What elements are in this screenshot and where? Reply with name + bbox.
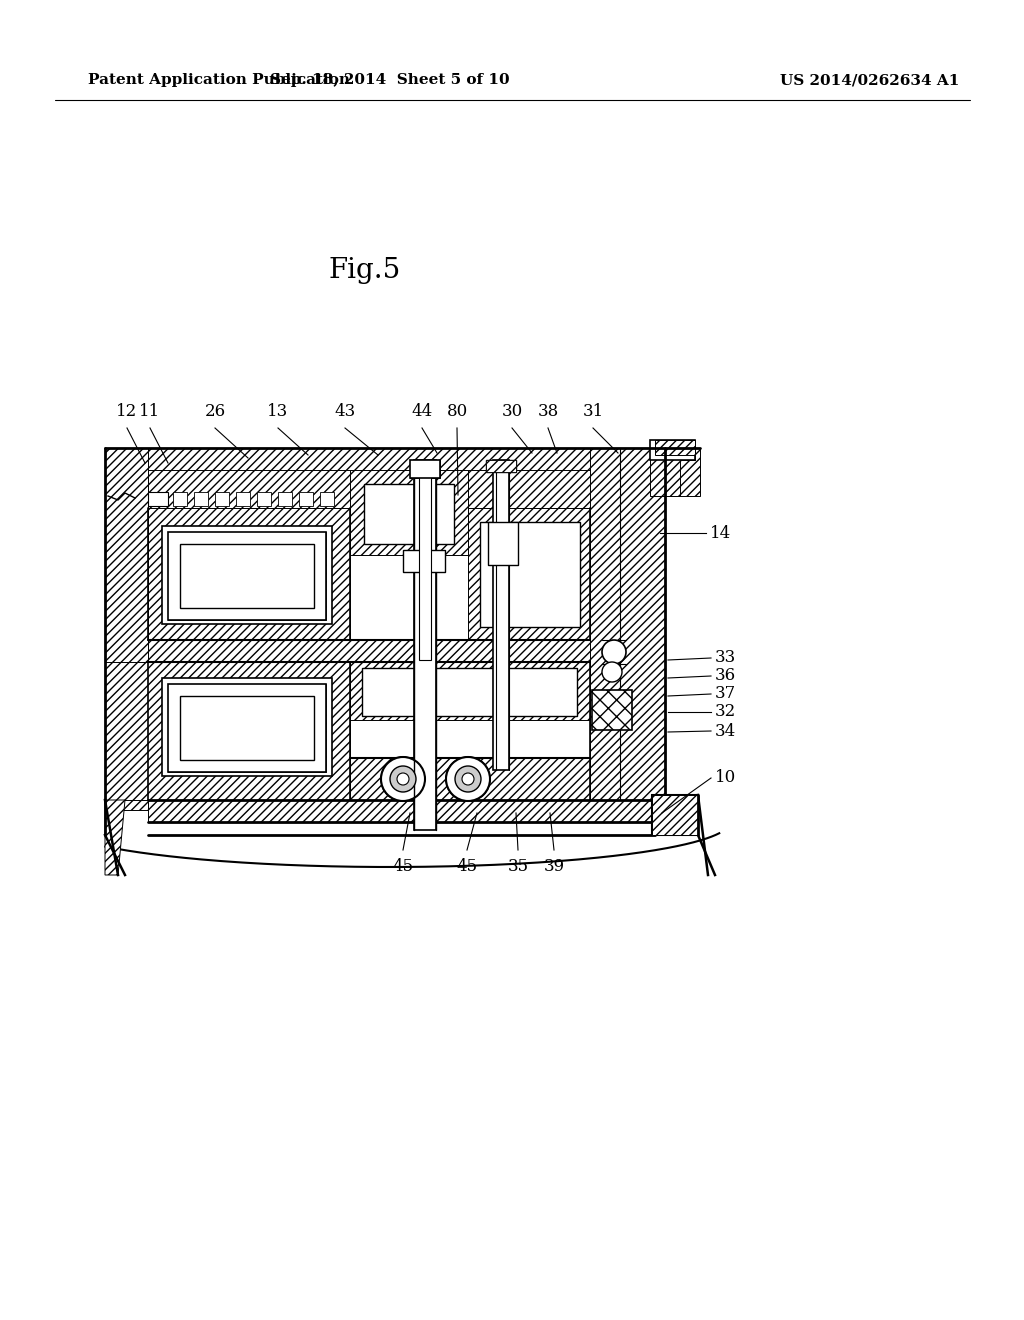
- Text: 26: 26: [205, 403, 225, 420]
- Text: 37: 37: [715, 685, 736, 702]
- Polygon shape: [403, 550, 445, 572]
- Polygon shape: [105, 447, 148, 810]
- Bar: [236, 492, 250, 506]
- Bar: [364, 484, 454, 544]
- Bar: [486, 459, 516, 473]
- Circle shape: [462, 774, 474, 785]
- Bar: [650, 440, 695, 459]
- Circle shape: [602, 640, 626, 664]
- Polygon shape: [350, 663, 590, 719]
- Polygon shape: [486, 459, 516, 473]
- Text: 11: 11: [139, 403, 161, 420]
- Text: Fig.5: Fig.5: [329, 256, 401, 284]
- Polygon shape: [590, 447, 665, 810]
- Text: 30: 30: [502, 403, 522, 420]
- Bar: [488, 521, 518, 565]
- Polygon shape: [652, 795, 698, 836]
- Text: 14: 14: [710, 524, 731, 541]
- Polygon shape: [148, 800, 660, 822]
- Text: 45: 45: [392, 858, 414, 875]
- Bar: [278, 492, 292, 506]
- Bar: [299, 492, 313, 506]
- Circle shape: [397, 774, 409, 785]
- Bar: [162, 525, 332, 624]
- Bar: [414, 459, 436, 830]
- Polygon shape: [410, 459, 440, 478]
- Bar: [592, 690, 632, 730]
- Text: 32: 32: [715, 704, 736, 721]
- Text: 35: 35: [508, 858, 528, 875]
- Bar: [215, 492, 229, 506]
- Circle shape: [455, 766, 481, 792]
- Bar: [652, 795, 698, 836]
- Bar: [180, 544, 314, 609]
- Text: 45: 45: [457, 858, 477, 875]
- Bar: [403, 550, 445, 572]
- Polygon shape: [168, 532, 326, 620]
- Text: 43: 43: [335, 403, 355, 420]
- Text: 80: 80: [446, 403, 468, 420]
- Bar: [168, 684, 326, 772]
- Circle shape: [381, 756, 425, 801]
- Text: 39: 39: [544, 858, 564, 875]
- Polygon shape: [105, 447, 700, 496]
- Text: 44: 44: [412, 403, 432, 420]
- Polygon shape: [652, 795, 698, 836]
- Text: 31: 31: [583, 403, 603, 420]
- Circle shape: [381, 756, 425, 801]
- Bar: [162, 678, 332, 776]
- Polygon shape: [488, 521, 518, 565]
- Circle shape: [602, 663, 622, 682]
- Bar: [173, 492, 187, 506]
- Bar: [319, 492, 334, 506]
- Polygon shape: [105, 663, 350, 800]
- Circle shape: [390, 766, 416, 792]
- Polygon shape: [468, 508, 590, 640]
- Polygon shape: [650, 440, 695, 496]
- Text: 36: 36: [715, 668, 736, 685]
- Bar: [410, 459, 440, 478]
- Bar: [419, 475, 431, 660]
- Polygon shape: [655, 440, 695, 455]
- Text: 13: 13: [267, 403, 289, 420]
- Bar: [362, 668, 577, 715]
- Circle shape: [446, 756, 490, 801]
- Bar: [493, 459, 509, 770]
- Circle shape: [446, 756, 490, 801]
- Polygon shape: [350, 470, 468, 554]
- Text: US 2014/0262634 A1: US 2014/0262634 A1: [780, 73, 959, 87]
- Bar: [180, 696, 314, 760]
- Polygon shape: [148, 470, 355, 508]
- Polygon shape: [148, 508, 350, 640]
- Polygon shape: [105, 800, 125, 875]
- Bar: [168, 532, 326, 620]
- Text: 12: 12: [117, 403, 137, 420]
- Polygon shape: [168, 684, 326, 772]
- Bar: [152, 492, 166, 506]
- Bar: [257, 492, 271, 506]
- Bar: [480, 521, 580, 627]
- Polygon shape: [148, 640, 590, 663]
- Text: Patent Application Publication: Patent Application Publication: [88, 73, 350, 87]
- Bar: [148, 492, 168, 506]
- Text: 33: 33: [715, 649, 736, 667]
- Polygon shape: [350, 758, 590, 800]
- Text: 10: 10: [715, 770, 736, 787]
- Bar: [194, 492, 208, 506]
- Polygon shape: [468, 470, 615, 508]
- Text: 38: 38: [538, 403, 559, 420]
- Text: 34: 34: [715, 722, 736, 739]
- Text: Sep. 18, 2014  Sheet 5 of 10: Sep. 18, 2014 Sheet 5 of 10: [270, 73, 510, 87]
